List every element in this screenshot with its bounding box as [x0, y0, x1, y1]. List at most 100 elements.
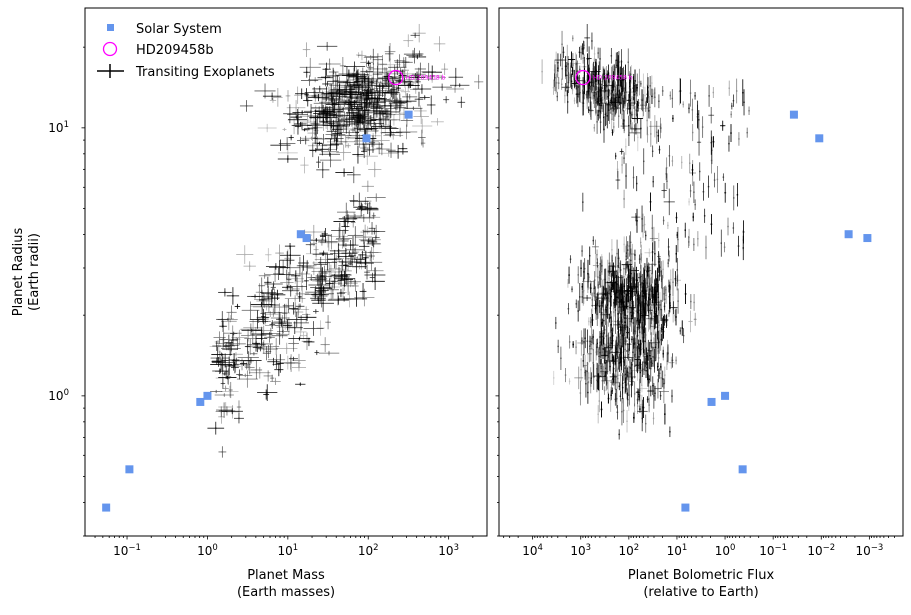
exoplanet-point [621, 109, 623, 119]
exoplanet-point [294, 87, 301, 104]
exoplanet-point [623, 190, 625, 208]
exoplanet-point [247, 294, 263, 298]
exoplanet-point [450, 83, 469, 87]
exoplanet-point [316, 156, 321, 168]
exoplanet-point [713, 136, 714, 147]
exoplanet-point [667, 222, 668, 229]
exoplanet-point [591, 309, 592, 334]
exoplanet-point [318, 238, 326, 245]
x-tick-label: 101 [667, 543, 688, 558]
exoplanet-point [245, 360, 255, 374]
exoplanet-point [317, 320, 325, 335]
exoplanet-point [626, 410, 628, 432]
exoplanet-point [587, 53, 588, 64]
exoplanet-point [723, 173, 724, 181]
right-x-axis-label: Planet Bolometric Flux [628, 568, 775, 583]
right-x-axis-label-units: (relative to Earth) [643, 585, 758, 600]
exoplanet-point [555, 317, 556, 329]
exoplanet-point [733, 94, 734, 106]
exoplanet-point [569, 335, 570, 348]
exoplanet-point [737, 183, 738, 206]
exoplanet-point [639, 69, 640, 96]
exoplanet-point [287, 312, 307, 327]
exoplanet-point [692, 124, 693, 141]
exoplanet-point [556, 73, 557, 92]
exoplanet-point [623, 152, 624, 163]
exoplanet-point [654, 241, 655, 266]
exoplanet-point [631, 122, 632, 132]
exoplanet-point [257, 384, 277, 401]
exoplanet-point [251, 361, 263, 379]
exoplanet-point [652, 176, 653, 187]
exoplanet-point [240, 323, 261, 335]
exoplanet-point [729, 81, 730, 96]
exoplanet-point [446, 85, 464, 92]
exoplanet-point [557, 92, 558, 101]
exoplanet-point [229, 382, 233, 398]
exoplanet-point [746, 128, 747, 138]
exoplanet-point [216, 402, 232, 418]
exoplanet-point [649, 342, 650, 369]
exoplanet-point [292, 364, 306, 372]
exoplanet-point [368, 162, 381, 177]
exoplanet-point [702, 116, 703, 138]
exoplanet-point [348, 260, 352, 267]
x-tick-label: 100 [197, 543, 218, 558]
exoplanet-point [660, 391, 661, 400]
exoplanet-point [568, 267, 569, 284]
exoplanet-point [692, 99, 693, 121]
exoplanet-point [672, 353, 673, 367]
solar-system-point [363, 134, 371, 142]
exoplanet-point [685, 284, 686, 304]
exoplanet-point [653, 383, 654, 409]
exoplanet-point [651, 75, 652, 90]
exoplanet-point [730, 111, 731, 118]
exoplanet-point [711, 214, 712, 234]
exoplanet-point [731, 103, 732, 110]
exoplanet-point [583, 328, 584, 355]
exoplanet-point [278, 146, 298, 159]
exoplanet-point [263, 389, 269, 399]
solar-system-point [863, 234, 871, 242]
exoplanet-point [583, 295, 591, 301]
exoplanet-point [580, 46, 581, 60]
exoplanet-point [434, 36, 446, 51]
exoplanet-point [356, 202, 367, 217]
exoplanet-point [367, 64, 374, 70]
x-tick-label: 104 [522, 543, 543, 558]
exoplanet-point [615, 153, 616, 160]
exoplanet-point [607, 103, 608, 128]
exoplanet-point [693, 181, 694, 203]
exoplanet-point [301, 137, 322, 140]
exoplanet-point [717, 166, 718, 193]
solar-system-point [845, 230, 853, 238]
exoplanet-point [259, 273, 271, 279]
exoplanet-point [652, 347, 653, 367]
exoplanet-point [219, 320, 227, 332]
exoplanet-point [664, 189, 675, 216]
exoplanet-point [694, 199, 695, 210]
exoplanet-point [662, 371, 663, 388]
solar-system-point [196, 398, 204, 406]
exoplanet-point [596, 250, 597, 260]
exoplanet-point [594, 363, 601, 389]
exoplanet-point [234, 413, 244, 423]
exoplanet-point [385, 46, 394, 61]
legend-hd209458b-marker [104, 43, 117, 56]
y-axis-label: Planet Radius [11, 228, 26, 317]
exoplanet-point [629, 235, 630, 256]
exoplanet-point [618, 429, 619, 439]
exoplanet-point [457, 97, 465, 108]
exoplanet-point [302, 306, 310, 322]
exoplanet-point [637, 124, 638, 151]
exoplanet-point [676, 245, 677, 262]
exoplanet-point [588, 102, 593, 120]
exoplanet-point [331, 223, 348, 238]
exoplanet-point [399, 143, 408, 155]
y-tick-label: 100 [48, 388, 69, 403]
exoplanet-point [662, 86, 664, 96]
exoplanet-point [621, 156, 622, 173]
exoplanet-point [704, 209, 705, 223]
exoplanet-point [561, 79, 562, 90]
